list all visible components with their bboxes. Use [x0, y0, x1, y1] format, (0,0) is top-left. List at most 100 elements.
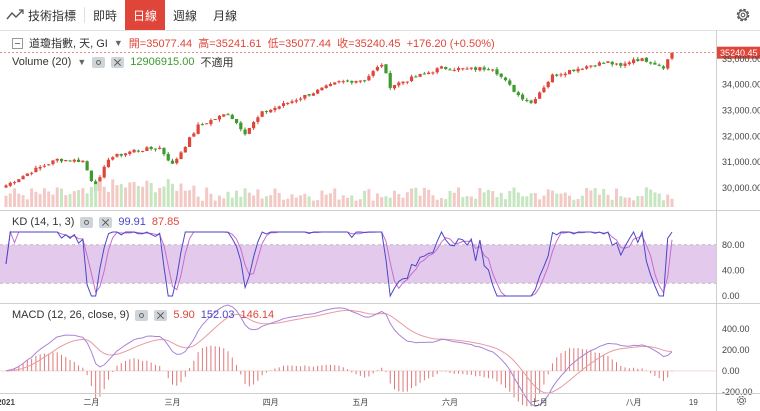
- volume-bar: [252, 195, 256, 207]
- k-value: 99.91: [118, 216, 146, 228]
- candle: [128, 151, 132, 155]
- volume-bar: [51, 194, 55, 207]
- volume-bar: [196, 196, 200, 207]
- macd-hist-value: 5.90: [173, 309, 195, 321]
- candle: [614, 63, 619, 65]
- indicators-button[interactable]: 技術指標: [28, 8, 77, 23]
- volume-bar: [341, 195, 345, 207]
- volume-bar: [320, 190, 324, 207]
- candle: [320, 87, 324, 91]
- ohlc-values: 開=35077.44 高=35241.61 低=35077.44 收=35240…: [128, 38, 495, 50]
- kd-title[interactable]: KD (14, 1, 3): [12, 216, 75, 228]
- eye-icon[interactable]: [92, 56, 106, 68]
- tab-daily[interactable]: 日線: [125, 0, 166, 30]
- volume-bar: [661, 200, 665, 207]
- symbol-title[interactable]: 道瓊指數, 天, GI: [29, 38, 108, 50]
- candle: [34, 167, 38, 173]
- volume-bar: [141, 186, 145, 207]
- macd-tick-label: -200.00: [722, 387, 753, 397]
- volume-bar: [77, 189, 81, 207]
- candle: [68, 160, 72, 162]
- volume-bar: [589, 190, 593, 207]
- eye-icon[interactable]: [135, 309, 149, 321]
- volume-bar: [162, 186, 166, 207]
- candle: [478, 67, 482, 71]
- candle: [192, 133, 196, 137]
- candle: [102, 166, 106, 178]
- candle: [627, 62, 631, 65]
- candle: [452, 69, 456, 71]
- volume-bar: [175, 190, 179, 207]
- candle: [401, 81, 405, 84]
- chevron-down-icon[interactable]: ▼: [113, 38, 123, 48]
- candle: [636, 59, 640, 61]
- candle: [380, 64, 384, 67]
- axes: 35240.45 30,000.00 31,000.00 32,000.00 33,00…: [0, 46, 760, 407]
- volume-bar: [469, 196, 473, 207]
- candle: [503, 77, 508, 81]
- volume-value: 12906915.00: [130, 56, 195, 68]
- toolbar-divider: [84, 7, 86, 23]
- collapse-button[interactable]: [12, 37, 23, 49]
- volume-bar: [158, 187, 162, 207]
- volume-bar: [512, 187, 516, 207]
- volume-bar: [606, 194, 610, 207]
- indicators-icon[interactable]: [6, 8, 24, 22]
- candle: [17, 179, 21, 183]
- kd-band: [0, 244, 716, 284]
- tab-weekly[interactable]: 週線: [173, 8, 198, 23]
- volume-bar: [179, 183, 183, 207]
- month-label: 三月: [165, 398, 181, 407]
- gear-icon[interactable]: [735, 394, 748, 407]
- candle: [631, 59, 636, 64]
- volume-bar: [205, 187, 209, 207]
- candle: [294, 100, 298, 102]
- pane-divider[interactable]: [0, 303, 760, 304]
- open-label: 開: [128, 38, 140, 50]
- tab-realtime[interactable]: 即時: [93, 8, 118, 23]
- candle: [307, 94, 311, 96]
- candle: [640, 58, 644, 61]
- eye-icon[interactable]: [80, 216, 94, 228]
- month-label: 19: [689, 398, 698, 407]
- volume-title[interactable]: Volume (20): [12, 56, 72, 68]
- candle: [290, 101, 294, 103]
- volume-bar: [550, 190, 554, 207]
- candle: [422, 73, 426, 75]
- candle: [444, 66, 448, 70]
- candle: [286, 102, 290, 104]
- volume-bar: [448, 190, 452, 207]
- volume-bar: [269, 195, 273, 207]
- toolbar: 技術指標 即時 日線 週線 月線: [0, 0, 760, 31]
- candle: [12, 182, 17, 184]
- volume-bar: [42, 188, 46, 207]
- tab-monthly[interactable]: 月線: [213, 8, 238, 23]
- candle: [465, 68, 469, 70]
- chevron-down-icon[interactable]: ▼: [77, 57, 87, 67]
- close-icon[interactable]: [154, 309, 168, 321]
- volume-bar: [358, 199, 362, 207]
- pane-divider[interactable]: [0, 210, 760, 211]
- candle: [409, 76, 414, 82]
- candle: [89, 170, 93, 182]
- kd-tick-label: 0.00: [722, 291, 740, 301]
- volume-bar: [504, 199, 507, 207]
- close-icon[interactable]: [99, 216, 113, 228]
- volume-bar: [145, 180, 149, 207]
- gear-icon[interactable]: [734, 6, 752, 24]
- volume-bar: [461, 197, 465, 207]
- candle: [179, 152, 183, 160]
- candle: [243, 129, 247, 135]
- volume-bar: [333, 188, 337, 207]
- volume-bar: [546, 189, 550, 207]
- month-label: 八月: [626, 398, 642, 407]
- volume-bar: [307, 196, 311, 207]
- close-icon[interactable]: [111, 56, 125, 68]
- candle: [508, 80, 512, 85]
- macd-title[interactable]: MACD (12, 26, close, 9): [12, 309, 130, 321]
- volume-bar: [132, 182, 136, 207]
- candle: [593, 65, 597, 67]
- volume-bar: [188, 190, 192, 207]
- candle: [448, 69, 452, 71]
